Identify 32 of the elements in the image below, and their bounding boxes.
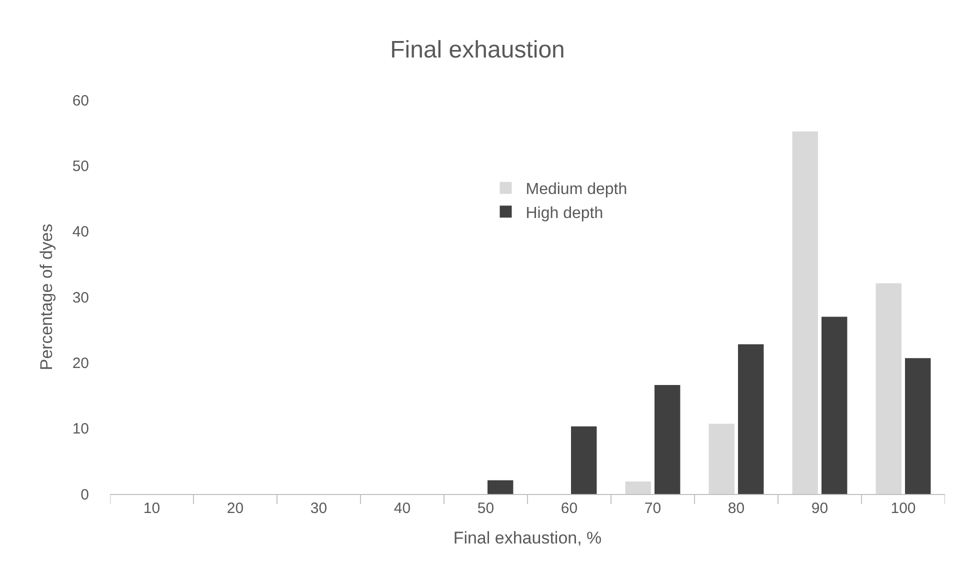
bar <box>792 132 818 494</box>
x-axis-title: Final exhaustion, % <box>453 528 602 548</box>
y-tick-label: 50 <box>72 158 89 175</box>
x-tick-label: 40 <box>394 500 411 517</box>
x-tick-label: 90 <box>811 500 828 517</box>
x-tick-label: 70 <box>644 500 662 517</box>
x-tick-label: 60 <box>560 500 578 517</box>
bar <box>708 424 734 494</box>
x-tick-label: 30 <box>310 500 328 517</box>
x-tick-label: 100 <box>890 500 916 517</box>
bar <box>571 426 597 494</box>
chart-title: Final exhaustion <box>390 36 565 64</box>
y-tick-label: 30 <box>72 289 89 306</box>
bar <box>876 283 902 494</box>
bar <box>654 384 680 494</box>
y-tick-label: 40 <box>72 224 89 241</box>
y-tick-label: 0 <box>80 486 89 504</box>
x-tick-label: 10 <box>143 500 160 517</box>
y-tick-label: 20 <box>72 354 89 372</box>
y-tick-label: 10 <box>72 420 89 438</box>
x-tick-label: 20 <box>226 500 244 517</box>
bar <box>488 480 514 494</box>
legend-label: High depth <box>526 204 604 222</box>
x-tick-label: 80 <box>728 500 745 517</box>
bar <box>822 316 848 494</box>
x-tick-label: 50 <box>477 500 494 517</box>
bar <box>625 482 651 494</box>
bar <box>905 358 931 494</box>
y-tick-label: 60 <box>72 92 89 110</box>
legend-label: Medium depth <box>526 181 628 198</box>
bar <box>738 344 764 494</box>
y-axis-title: Percentage of dyes <box>36 224 56 370</box>
